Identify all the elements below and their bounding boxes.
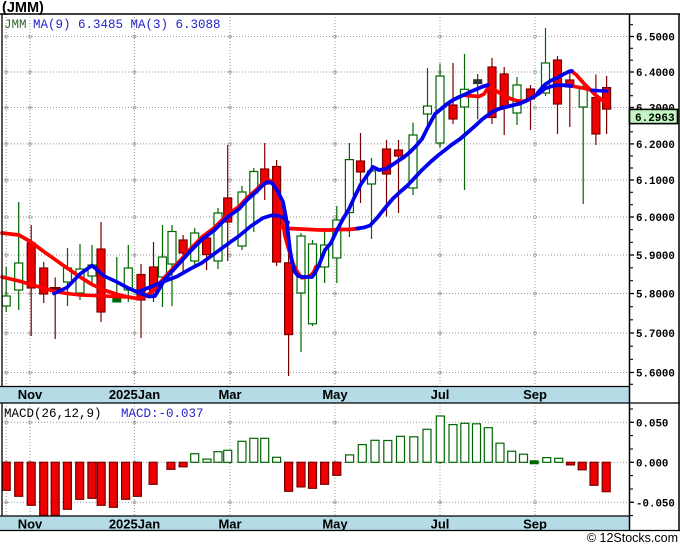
- svg-text:Mar: Mar: [218, 387, 241, 402]
- svg-text:Nov: Nov: [18, 517, 43, 532]
- svg-text:-0.050: -0.050: [636, 498, 675, 510]
- svg-text:Jul: Jul: [431, 517, 450, 532]
- svg-text:Sep: Sep: [523, 517, 547, 532]
- svg-text:MACD(26,12,9): MACD(26,12,9): [4, 407, 102, 421]
- svg-text:JMM: JMM: [4, 18, 27, 32]
- svg-text:MACD:-0.037: MACD:-0.037: [121, 407, 204, 421]
- svg-text:5.7000: 5.7000: [636, 329, 675, 341]
- svg-text:0.000: 0.000: [636, 458, 668, 470]
- svg-text:6.2000: 6.2000: [636, 140, 675, 152]
- svg-text:5.6000: 5.6000: [636, 369, 675, 381]
- svg-text:Mar: Mar: [218, 517, 241, 532]
- svg-text:5.9000: 5.9000: [636, 251, 675, 263]
- svg-text:Sep: Sep: [523, 387, 547, 402]
- svg-text:MA(9) 6.3485 MA(3) 6.3088: MA(9) 6.3485 MA(3) 6.3088: [33, 18, 221, 32]
- svg-text:Nov: Nov: [18, 387, 43, 402]
- svg-text:(JMM): (JMM): [2, 0, 44, 16]
- svg-text:6.4000: 6.4000: [636, 68, 675, 80]
- svg-text:5.8000: 5.8000: [636, 290, 675, 302]
- svg-text:6.1000: 6.1000: [636, 176, 675, 188]
- svg-text:0.050: 0.050: [636, 418, 668, 430]
- svg-text:Jul: Jul: [431, 387, 450, 402]
- svg-text:2025Jan: 2025Jan: [109, 387, 160, 402]
- svg-text:May: May: [322, 387, 348, 402]
- svg-text:May: May: [322, 517, 348, 532]
- svg-text:6.2963: 6.2963: [635, 113, 675, 125]
- svg-text:6.5000: 6.5000: [636, 33, 675, 45]
- svg-text:© 12Stocks.com: © 12Stocks.com: [587, 531, 678, 545]
- svg-text:6.0000: 6.0000: [636, 213, 675, 225]
- svg-text:2025Jan: 2025Jan: [109, 517, 160, 532]
